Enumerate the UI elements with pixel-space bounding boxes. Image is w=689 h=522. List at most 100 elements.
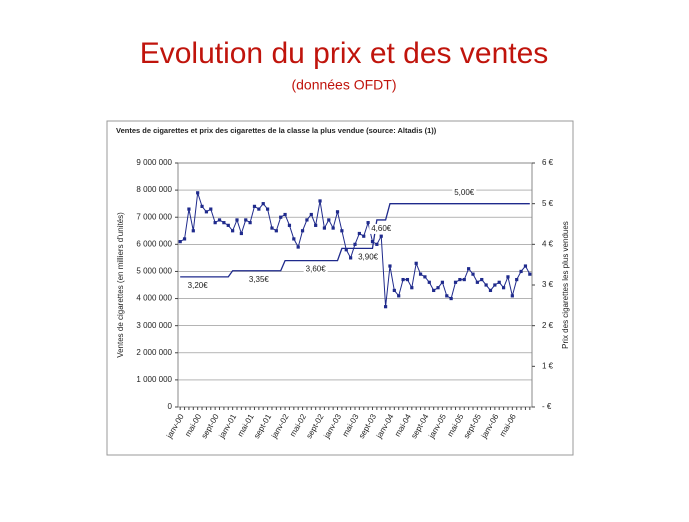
sales-marker xyxy=(213,221,217,225)
sales-marker xyxy=(493,283,497,287)
sales-marker xyxy=(305,218,309,222)
sales-marker xyxy=(528,272,532,276)
y2-tick-label: - € xyxy=(542,402,552,411)
data-label-bg xyxy=(246,274,271,285)
sales-marker xyxy=(418,272,423,276)
sales-marker xyxy=(515,277,519,282)
data-label-bg xyxy=(303,264,328,275)
y2-tick-label: 1 € xyxy=(542,361,554,370)
sales-marker xyxy=(287,223,292,227)
sales-marker xyxy=(252,204,257,208)
y-tick-label: 1 000 000 xyxy=(136,375,172,384)
y-tick-label: 7 000 000 xyxy=(136,212,172,221)
sales-marker xyxy=(226,223,230,227)
sales-marker xyxy=(191,229,195,233)
sales-marker xyxy=(397,294,401,298)
sales-marker xyxy=(401,277,405,282)
sales-marker xyxy=(200,204,204,208)
sales-marker xyxy=(187,207,191,211)
y2-tick-label: 2 € xyxy=(542,321,554,330)
sales-marker xyxy=(501,286,506,290)
sales-marker xyxy=(235,218,239,222)
sales-marker xyxy=(349,256,353,260)
sales-marker xyxy=(379,234,383,238)
sales-marker xyxy=(261,202,265,206)
sales-marker xyxy=(519,269,523,274)
data-label-bg xyxy=(185,280,210,291)
plot-area xyxy=(177,162,533,408)
price-line xyxy=(180,203,530,278)
sales-marker xyxy=(480,277,484,282)
sales-marker xyxy=(335,210,340,214)
sales-marker xyxy=(375,242,379,246)
sales-marker xyxy=(265,207,270,211)
sales-marker xyxy=(410,286,414,290)
sales-marker xyxy=(362,234,366,238)
y-tick-label: 0 xyxy=(168,402,173,411)
y-tick-label: 2 000 000 xyxy=(136,348,172,357)
y2-tick-label: 4 € xyxy=(542,239,554,248)
sales-marker xyxy=(296,245,300,249)
sales-marker xyxy=(436,286,440,290)
sales-marker xyxy=(318,199,322,203)
sales-marker xyxy=(231,229,235,233)
sales-marker xyxy=(283,212,287,217)
data-label-bg xyxy=(356,252,381,263)
sales-marker xyxy=(366,221,370,225)
sales-marker xyxy=(309,212,313,217)
data-label: 3,60€ xyxy=(306,265,327,274)
data-label: 3,35€ xyxy=(249,275,270,284)
sales-marker xyxy=(209,207,213,211)
data-label: 4,60€ xyxy=(371,224,392,233)
sales-marker xyxy=(327,218,331,222)
data-label-bg xyxy=(369,223,394,234)
data-label: 3,90€ xyxy=(358,253,379,262)
slide-title: Evolution du prix et des ventes xyxy=(140,37,549,70)
sales-marker xyxy=(222,221,226,225)
sales-marker xyxy=(279,215,283,219)
sales-marker xyxy=(331,226,335,230)
sales-marker xyxy=(484,283,488,287)
sales-marker xyxy=(270,226,274,230)
y-tick-label: 3 000 000 xyxy=(136,321,172,330)
sales-marker xyxy=(274,229,278,233)
sales-marker xyxy=(340,229,344,233)
y2-axis-label: Prix des cigarettes les plus vendues xyxy=(561,221,570,349)
slide-subtitle: (données OFDT) xyxy=(291,77,396,93)
sales-marker xyxy=(414,261,418,265)
sales-marker xyxy=(239,231,243,236)
sales-marker xyxy=(497,280,501,284)
sales-marker xyxy=(257,207,261,211)
y2-tick-label: 6 € xyxy=(542,158,554,167)
sales-marker xyxy=(488,288,493,293)
y2-tick-label: 5 € xyxy=(542,199,554,208)
sales-marker xyxy=(405,277,410,282)
y-tick-label: 6 000 000 xyxy=(136,239,172,248)
sales-marker xyxy=(392,288,396,293)
sales-marker xyxy=(432,288,436,293)
y-tick-label: 4 000 000 xyxy=(136,294,172,303)
sales-marker xyxy=(314,223,318,227)
sales-marker xyxy=(440,280,445,284)
sales-marker xyxy=(383,305,388,309)
sales-marker xyxy=(523,264,528,268)
sales-marker xyxy=(471,272,475,276)
sales-marker xyxy=(244,218,248,222)
sales-marker xyxy=(217,218,222,222)
sales-marker xyxy=(196,191,200,195)
sales-marker xyxy=(510,294,514,298)
sales-marker xyxy=(322,226,327,230)
sales-marker xyxy=(467,267,471,271)
data-label: 5,00€ xyxy=(454,188,475,197)
sales-marker xyxy=(506,275,510,279)
data-label-bg xyxy=(452,187,477,198)
y2-tick-label: 3 € xyxy=(542,280,554,289)
sales-marker xyxy=(204,210,209,214)
y-axis-label: Ventes de cigarettes (en milliers d'unit… xyxy=(116,212,125,358)
sales-marker xyxy=(292,237,296,241)
sales-marker xyxy=(427,280,431,284)
sales-marker xyxy=(370,240,375,244)
sales-marker xyxy=(178,240,182,244)
sales-marker xyxy=(423,275,427,279)
